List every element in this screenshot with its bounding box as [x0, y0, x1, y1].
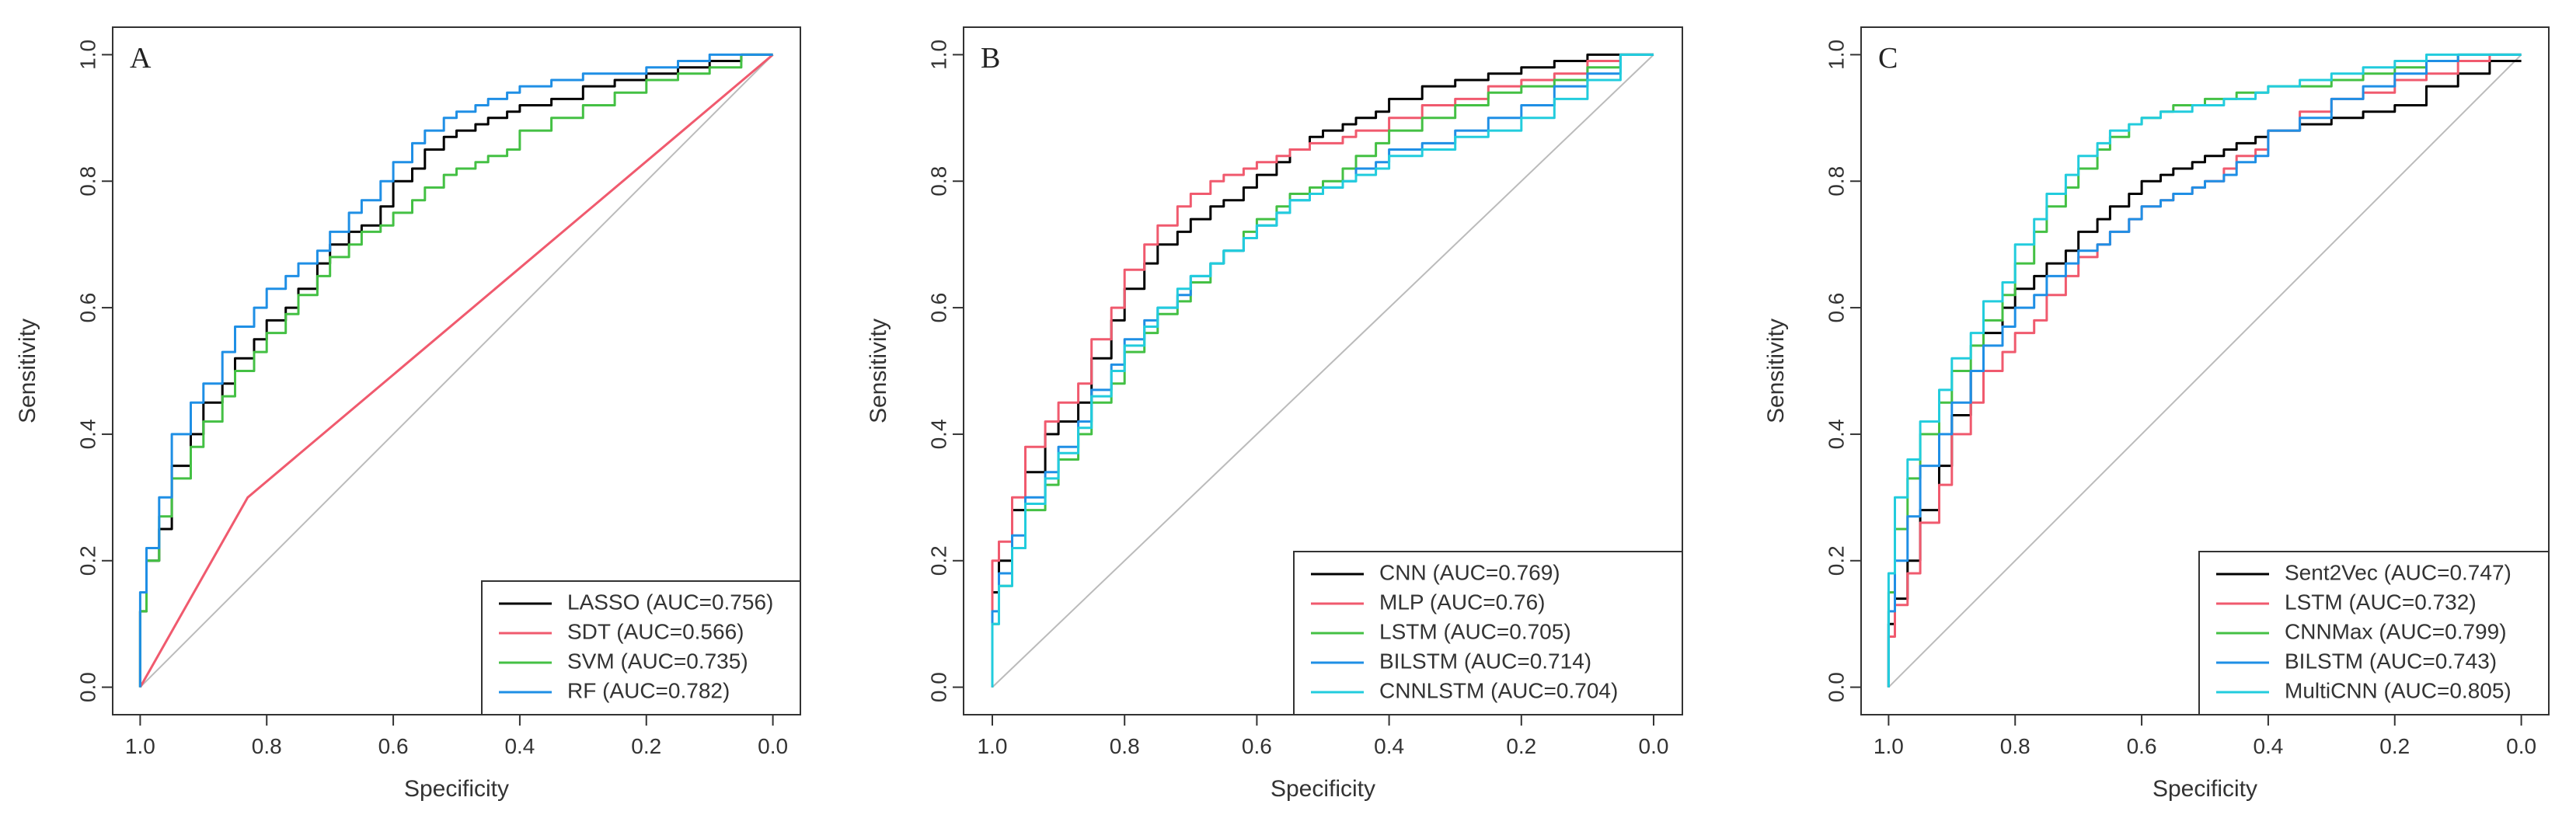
y-tick-label: 0.8 — [1824, 166, 1848, 197]
legend-label-multicnn: MultiCNN (AUC=0.805) — [2285, 678, 2512, 702]
y-tick-label: 1.0 — [926, 40, 950, 70]
x-tick-label: 0.4 — [1374, 734, 1404, 758]
roc-line-cnn — [991, 53, 1654, 688]
y-tick-label: 0.0 — [1824, 672, 1848, 702]
y-axis-label: Sensitivity — [866, 319, 891, 423]
y-tick-label: 0.4 — [75, 419, 99, 449]
y-tick-label: 1.0 — [75, 40, 99, 70]
x-tick-label: 0.8 — [1110, 734, 1140, 758]
x-tick-label: 0.0 — [1639, 734, 1669, 758]
x-axis-label: Specificity — [404, 776, 509, 802]
x-tick-label: 0.8 — [252, 734, 282, 758]
plot-frame — [112, 26, 801, 715]
y-tick-label: 0.6 — [926, 293, 950, 323]
y-tick-label: 0.8 — [926, 166, 950, 197]
y-tick-label: 0.2 — [926, 545, 950, 576]
legend-label-svm: SVM (AUC=0.735) — [567, 649, 748, 673]
legend-label-lstm: LSTM (AUC=0.705) — [1379, 619, 1571, 643]
x-axis-label: Specificity — [2152, 776, 2257, 802]
y-tick-label: 0.6 — [1824, 293, 1848, 323]
legend-label-rf: RF (AUC=0.782) — [567, 678, 730, 702]
legend-label-sent2vec: Sent2Vec (AUC=0.747) — [2285, 560, 2512, 584]
x-tick-label: 1.0 — [978, 734, 1008, 758]
panel-letter: A — [130, 42, 152, 75]
y-tick-label: 0.2 — [1824, 545, 1848, 576]
y-tick-label: 0.4 — [926, 419, 950, 449]
y-tick-label: 0.0 — [926, 672, 950, 702]
y-axis-label: Sensitivity — [1763, 319, 1789, 423]
panel-letter: C — [1878, 42, 1898, 75]
roc-line-cnnlstm — [991, 53, 1654, 688]
y-tick-label: 0.6 — [75, 293, 99, 323]
panel-letter: B — [981, 42, 1000, 75]
legend-label-bilstm: BILSTM (AUC=0.714) — [1379, 649, 1591, 673]
roc-line-multicnn — [1887, 53, 2522, 688]
x-tick-label: 0.6 — [378, 734, 409, 758]
x-tick-label: 0.4 — [504, 734, 535, 758]
reference-diagonal — [992, 54, 1654, 688]
chart-panel-a: 1.0 0.8 0.6 0.4 0.2 0.0 0.0 0.2 0.4 0.6 0.8 1.0 Spec… — [15, 26, 801, 802]
legend-label-bilstm: BILSTM (AUC=0.743) — [2285, 649, 2497, 673]
x-tick-label: 0.0 — [758, 734, 788, 758]
roc-line-sdt — [139, 54, 774, 688]
chart-panel-c: 1.0 0.8 0.6 0.4 0.2 0.0 0.0 0.2 0.4 0.6 0.8 1.0 Spec… — [1763, 26, 2550, 802]
y-tick-label: 0.2 — [75, 545, 99, 576]
chart-panel-b: 1.0 0.8 0.6 0.4 0.2 0.0 0.0 0.2 0.4 0.6 0.8 1.0 Spec… — [866, 26, 1683, 802]
roc-line-mlp — [991, 53, 1654, 688]
reference-diagonal — [1888, 54, 2522, 688]
roc-line-bilstm — [1887, 53, 2522, 688]
legend-label-mlp: MLP (AUC=0.76) — [1379, 590, 1545, 614]
y-tick-label: 1.0 — [1824, 40, 1848, 70]
x-tick-label: 0.8 — [2000, 734, 2030, 758]
legend-label-lasso: LASSO (AUC=0.756) — [567, 590, 773, 614]
roc-line-rf — [138, 53, 773, 688]
legend-label-lstm: LSTM (AUC=0.732) — [2285, 590, 2477, 614]
legend-label-cnnmax: CNNMax (AUC=0.799) — [2285, 619, 2507, 643]
x-tick-label: 1.0 — [1874, 734, 1904, 758]
legend-label-cnnlstm: CNNLSTM (AUC=0.704) — [1379, 678, 1618, 702]
reference-diagonal — [139, 54, 774, 688]
legend-label-cnn: CNN (AUC=0.769) — [1379, 560, 1560, 584]
x-tick-label: 0.2 — [2379, 734, 2410, 758]
x-tick-label: 0.2 — [1506, 734, 1536, 758]
x-tick-label: 0.2 — [631, 734, 661, 758]
x-tick-label: 0.0 — [2506, 734, 2536, 758]
y-tick-label: 0.0 — [75, 672, 99, 702]
x-tick-label: 0.4 — [2253, 734, 2283, 758]
y-tick-label: 0.4 — [1824, 419, 1848, 449]
x-tick-label: 1.0 — [125, 734, 155, 758]
y-tick-label: 0.8 — [75, 166, 99, 197]
x-tick-label: 0.6 — [1242, 734, 1272, 758]
y-axis-label: Sensitivity — [15, 319, 40, 423]
roc-line-svm — [138, 53, 773, 688]
x-axis-label: Specificity — [1271, 776, 1375, 802]
x-tick-label: 0.6 — [2127, 734, 2157, 758]
legend-label-sdt: SDT (AUC=0.566) — [567, 619, 744, 643]
